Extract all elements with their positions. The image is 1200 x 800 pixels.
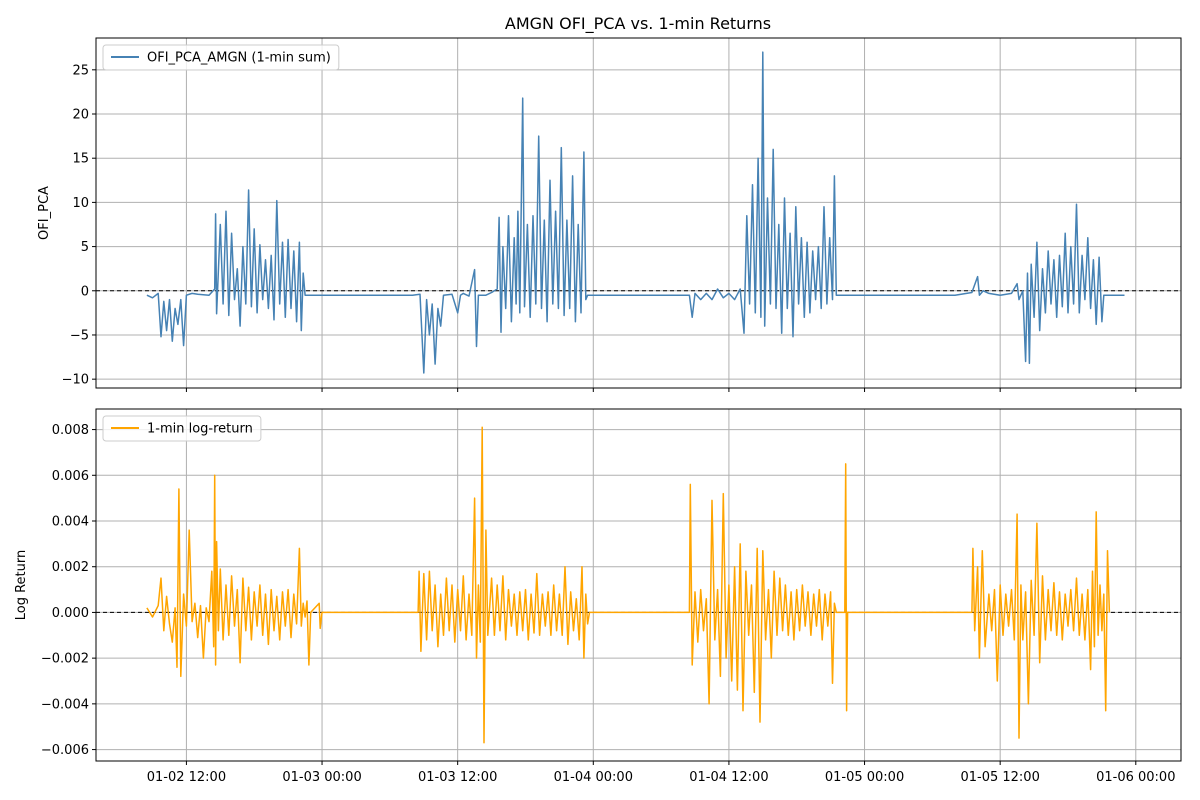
y-tick-label: −0.002 [41,652,89,667]
y-tick-label: 0.000 [52,606,89,621]
log-return-legend: 1-min log-return [102,415,262,442]
y-tick-label: 0 [81,284,89,299]
y-tick-label: 0.008 [52,423,89,438]
ofi-pca-y-ticks: −10 −5 0 5 10 15 20 25 [62,63,96,388]
x-tick-label: 01-02 12:00 [147,770,226,785]
log-return-x-ticks: 01-02 12:00 01-03 00:00 01-03 12:00 01-04 0… [147,761,1175,785]
y-tick-label: 0.006 [52,469,89,484]
log-return-axes-frame [95,408,1182,762]
log-return-legend-box [102,415,262,442]
x-tick-label: 01-05 12:00 [960,770,1039,785]
log-return-panel: −0.006 −0.004 −0.002 0.000 0.002 0.004 0.006 0.… [14,408,1182,785]
log-return-y-axis-label: Log Return [14,550,29,621]
chart-title: AMGN OFI_PCA vs. 1-min Returns [505,14,771,34]
y-tick-label: 20 [72,108,89,123]
ofi-pca-panel: −10 −5 0 5 10 15 20 25 OFI_PCA OFI_PCA_AMGN (1-… [37,37,1182,392]
log-return-legend-label: 1-min log-return [147,422,253,437]
x-tick-label: 01-04 00:00 [554,770,633,785]
ofi-pca-legend-box [102,44,340,71]
log-return-y-ticks: −0.006 −0.004 −0.002 0.000 0.002 0.004 0.006 0.… [41,423,96,758]
y-tick-label: −0.006 [41,743,89,758]
y-tick-label: −10 [62,373,89,388]
ofi-pca-axes-frame [95,37,1182,389]
x-tick-label: 01-03 00:00 [282,770,361,785]
log-return-series-line [146,426,1111,744]
ofi-pca-x-ticks [185,388,1137,392]
ofi-pca-legend-label: OFI_PCA_AMGN (1-min sum) [147,51,331,66]
y-tick-label: 0.004 [52,515,89,530]
x-tick-label: 01-03 12:00 [418,770,497,785]
y-tick-label: 5 [81,240,89,255]
y-tick-label: 0.002 [52,560,89,575]
x-tick-label: 01-04 12:00 [689,770,768,785]
y-tick-label: 15 [72,152,89,167]
ofi-pca-legend: OFI_PCA_AMGN (1-min sum) [102,44,340,71]
y-tick-label: −5 [70,328,89,343]
x-tick-label: 01-05 00:00 [825,770,904,785]
y-tick-label: −0.004 [41,697,89,712]
x-tick-label: 01-06 00:00 [1096,770,1175,785]
ofi-pca-series-line [146,51,1125,374]
y-tick-label: 25 [72,63,89,78]
ofi-pca-y-axis-label: OFI_PCA [37,186,52,240]
y-tick-label: 10 [72,196,89,211]
